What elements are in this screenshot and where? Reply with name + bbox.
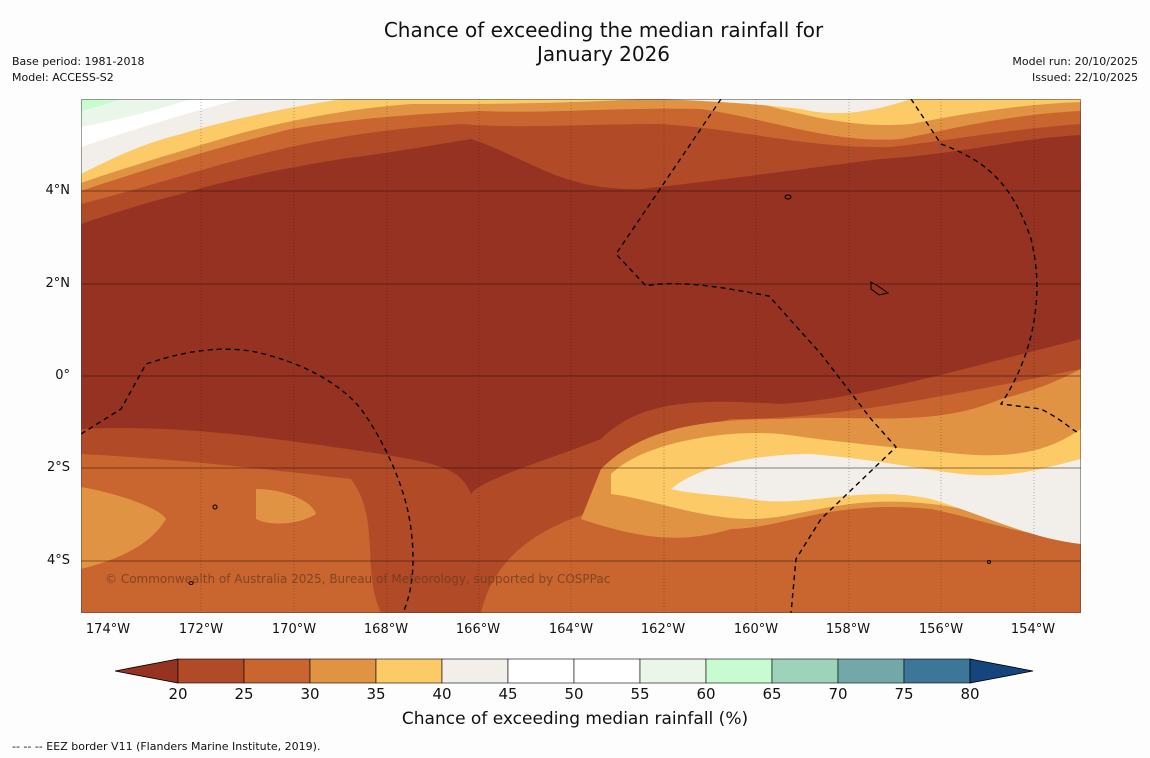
lat-label: 2°N <box>45 276 71 291</box>
model-run: Model run: 20/10/2025 <box>1012 55 1138 68</box>
colorbar-tick: 30 <box>300 685 320 703</box>
lon-label: 168°W <box>363 622 409 637</box>
eez-border-west <box>81 348 414 613</box>
lon-label: 172°W <box>178 622 224 637</box>
colorbar-tick: 75 <box>894 685 914 703</box>
colorbar-segment <box>375 658 443 684</box>
title-line-1: Chance of exceeding the median rainfall … <box>383 18 824 42</box>
band-45-50-south <box>671 454 1081 544</box>
lat-label: 4°S <box>46 553 70 568</box>
eez-borders <box>81 99 1078 613</box>
band-35-40-south <box>81 369 1081 569</box>
map-frame <box>81 99 1081 613</box>
metadata-right: Model run: 20/10/2025 Issued: 22/10/2025 <box>1012 54 1138 86</box>
colorbar-segment <box>903 658 971 684</box>
latitude-lines <box>81 190 1081 562</box>
colorbar-tick: 25 <box>234 685 254 703</box>
eez-border-east <box>910 99 1078 433</box>
lon-label: 174°W <box>85 622 131 637</box>
lon-label: 170°W <box>271 622 317 637</box>
colorbar-segment <box>243 658 311 684</box>
copyright-notice: © Commonwealth of Australia 2025, Bureau… <box>105 572 611 586</box>
band-35-40-north <box>81 99 1081 191</box>
colorbar-label: Chance of exceeding median rainfall (%) <box>401 709 749 729</box>
colorbar-segment <box>705 658 773 684</box>
colorbar-segment <box>639 658 707 684</box>
lon-label: 160°W <box>733 622 779 637</box>
colorbar-tick: 50 <box>564 685 584 703</box>
colorbar-tick: 80 <box>960 685 980 703</box>
lat-label: 0° <box>55 368 70 383</box>
lon-label: 154°W <box>1010 622 1056 637</box>
colorbar-extension-high <box>969 658 1034 684</box>
colorbar-segment <box>507 658 575 684</box>
colorbar-tick: 65 <box>762 685 782 703</box>
lat-label: 2°S <box>46 460 70 475</box>
metadata-left: Base period: 1981-2018 Model: ACCESS-S2 <box>12 54 144 86</box>
lon-label: 164°W <box>548 622 594 637</box>
lon-label: 158°W <box>825 622 871 637</box>
colorbar-tick: 70 <box>828 685 848 703</box>
colorbar-segment <box>771 658 839 684</box>
colorbar-tick: 55 <box>630 685 650 703</box>
colorbar-extension-low <box>115 658 179 684</box>
colorbar <box>115 658 1034 684</box>
lat-label: 4°N <box>45 183 71 198</box>
eez-border-central <box>615 99 897 613</box>
map-title: Chance of exceeding the median rainfall … <box>0 18 1150 66</box>
colorbar-tick: 40 <box>432 685 452 703</box>
base-period: Base period: 1981-2018 <box>12 55 145 68</box>
model-name: Model: ACCESS-S2 <box>12 71 114 84</box>
colorbar-tick: 35 <box>366 685 386 703</box>
colorbar-segment <box>177 658 245 684</box>
islands <box>188 194 991 585</box>
eez-legend-note: -- -- -- EEZ border V11 (Flanders Marine… <box>12 740 321 753</box>
colorbar-tick: 45 <box>498 685 518 703</box>
issued-date: Issued: 22/10/2025 <box>1031 71 1138 84</box>
colorbar-segment <box>837 658 905 684</box>
band-60-65-north <box>81 99 121 111</box>
lon-label: 162°W <box>640 622 686 637</box>
colorbar-segment <box>573 658 641 684</box>
colorbar-tick: 60 <box>696 685 716 703</box>
colorbar-segment <box>441 658 509 684</box>
colorbar-tick: 20 <box>168 685 188 703</box>
band-55-60-north <box>81 99 191 127</box>
lon-label: 156°W <box>918 622 964 637</box>
rainfall-map <box>81 99 1081 613</box>
lon-label: 166°W <box>455 622 501 637</box>
colorbar-segment <box>309 658 377 684</box>
title-line-2: January 2026 <box>536 42 671 66</box>
